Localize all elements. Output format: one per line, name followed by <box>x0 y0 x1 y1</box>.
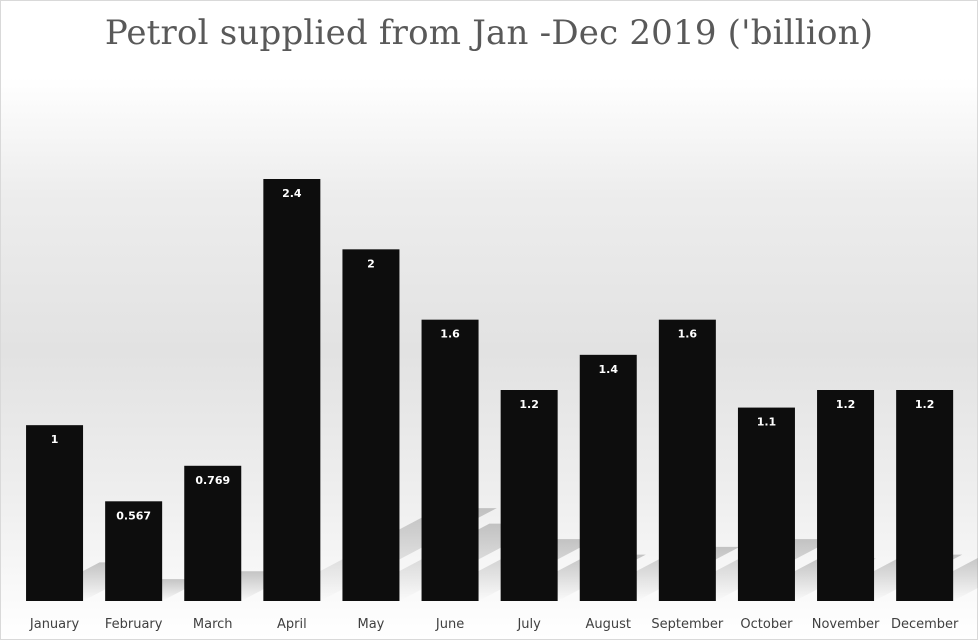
x-tick-label: November <box>812 617 880 632</box>
x-tick-label: October <box>740 617 793 632</box>
data-label: 2.4 <box>282 187 302 200</box>
x-tick-label: September <box>651 617 724 632</box>
data-labels-group: 1 0.567 0.769 2.4 2 1.6 1.2 1.4 1.6 1.1 1.2 1.2 <box>51 187 935 522</box>
data-label: 1.6 <box>678 328 698 341</box>
data-label: 1.4 <box>599 363 619 376</box>
x-tick-label: March <box>193 617 233 632</box>
bar-september <box>658 319 716 601</box>
data-label: 1.1 <box>757 416 777 429</box>
x-tick-label: May <box>358 617 385 632</box>
data-label: 0.769 <box>195 474 230 487</box>
category-labels-group: January February March April May June July Augu… <box>29 617 959 632</box>
bar-march <box>184 465 242 601</box>
x-tick-label: August <box>586 617 632 632</box>
bar-december <box>896 390 954 601</box>
bar-january <box>26 425 84 601</box>
x-tick-label: April <box>277 617 307 632</box>
data-label: 1 <box>51 433 59 446</box>
bars-group <box>26 179 954 602</box>
data-label: 1.2 <box>519 398 539 411</box>
chart-title: Petrol supplied from Jan -Dec 2019 ('bil… <box>104 13 874 53</box>
data-label: 2 <box>367 257 375 270</box>
bar-may <box>342 249 400 602</box>
bar-november <box>817 390 875 601</box>
bar-june <box>421 319 479 601</box>
data-label: 1.6 <box>440 328 460 341</box>
bar-august <box>579 354 637 601</box>
bar-july <box>500 390 558 601</box>
x-tick-label: July <box>516 617 541 632</box>
bar-october <box>737 407 795 601</box>
x-tick-label: January <box>29 617 80 632</box>
bar-april <box>263 179 321 601</box>
x-tick-label: February <box>105 617 163 632</box>
bar-february <box>105 501 163 601</box>
data-label: 0.567 <box>116 509 151 522</box>
x-tick-label: June <box>435 617 464 632</box>
data-label: 1.2 <box>836 398 856 411</box>
data-label: 1.2 <box>915 398 935 411</box>
x-tick-label: December <box>891 617 959 632</box>
